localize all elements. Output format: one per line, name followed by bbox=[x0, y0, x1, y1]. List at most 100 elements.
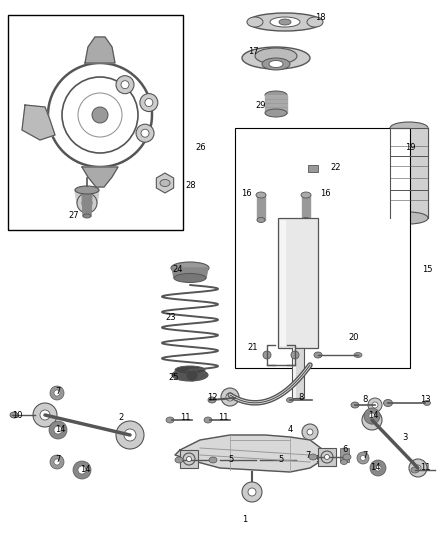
Text: 18: 18 bbox=[315, 13, 325, 22]
Circle shape bbox=[49, 421, 67, 439]
Polygon shape bbox=[257, 195, 265, 220]
Ellipse shape bbox=[172, 369, 208, 381]
Bar bbox=[308, 165, 318, 172]
Circle shape bbox=[360, 456, 365, 461]
Ellipse shape bbox=[321, 451, 333, 463]
Bar bbox=[293, 348, 296, 398]
Text: 5: 5 bbox=[228, 456, 233, 464]
Circle shape bbox=[372, 402, 378, 408]
Text: 6: 6 bbox=[342, 446, 347, 455]
Text: 14: 14 bbox=[55, 425, 66, 434]
Circle shape bbox=[77, 193, 97, 213]
Ellipse shape bbox=[204, 417, 212, 423]
Circle shape bbox=[92, 107, 108, 123]
Polygon shape bbox=[85, 37, 115, 63]
Bar bbox=[180, 450, 198, 468]
Ellipse shape bbox=[174, 273, 206, 282]
Ellipse shape bbox=[83, 214, 91, 218]
Text: 4: 4 bbox=[288, 425, 293, 434]
Text: 1: 1 bbox=[242, 515, 247, 524]
Circle shape bbox=[369, 413, 375, 419]
Polygon shape bbox=[22, 105, 55, 140]
Ellipse shape bbox=[254, 456, 262, 464]
Circle shape bbox=[186, 369, 198, 381]
Circle shape bbox=[364, 408, 380, 424]
Circle shape bbox=[263, 351, 271, 359]
Ellipse shape bbox=[302, 217, 310, 222]
Circle shape bbox=[50, 455, 64, 469]
Ellipse shape bbox=[286, 398, 293, 402]
Ellipse shape bbox=[424, 400, 431, 406]
Ellipse shape bbox=[307, 17, 323, 27]
Bar bbox=[8, 15, 183, 230]
Bar bbox=[280, 220, 286, 346]
Text: 14: 14 bbox=[370, 464, 381, 472]
Circle shape bbox=[226, 393, 234, 401]
Ellipse shape bbox=[183, 453, 195, 465]
Circle shape bbox=[291, 351, 299, 359]
Ellipse shape bbox=[257, 217, 265, 222]
Bar bbox=[318, 448, 336, 466]
Circle shape bbox=[415, 465, 421, 471]
Circle shape bbox=[302, 424, 318, 440]
Text: 28: 28 bbox=[185, 181, 196, 190]
Ellipse shape bbox=[75, 186, 99, 194]
Circle shape bbox=[357, 452, 369, 464]
Circle shape bbox=[116, 421, 144, 449]
Circle shape bbox=[368, 416, 376, 424]
Ellipse shape bbox=[254, 456, 262, 464]
Text: 24: 24 bbox=[172, 265, 183, 274]
Circle shape bbox=[50, 386, 64, 400]
Text: 26: 26 bbox=[195, 143, 205, 152]
Text: 2: 2 bbox=[118, 414, 123, 423]
Text: 22: 22 bbox=[330, 164, 340, 173]
Text: 17: 17 bbox=[248, 47, 258, 56]
Polygon shape bbox=[172, 268, 208, 278]
Ellipse shape bbox=[301, 192, 311, 198]
Bar bbox=[235, 128, 410, 368]
Text: 9: 9 bbox=[192, 456, 197, 464]
Text: 11: 11 bbox=[420, 464, 431, 472]
Ellipse shape bbox=[187, 456, 191, 462]
Circle shape bbox=[116, 76, 134, 94]
Circle shape bbox=[33, 403, 57, 427]
Circle shape bbox=[375, 465, 381, 471]
Ellipse shape bbox=[309, 454, 317, 460]
Text: 20: 20 bbox=[348, 334, 358, 343]
Ellipse shape bbox=[171, 262, 209, 274]
Ellipse shape bbox=[262, 58, 290, 70]
Polygon shape bbox=[75, 190, 99, 203]
Circle shape bbox=[242, 482, 262, 502]
Text: 16: 16 bbox=[320, 189, 331, 198]
Ellipse shape bbox=[255, 48, 297, 64]
Text: 9: 9 bbox=[315, 456, 320, 464]
Ellipse shape bbox=[242, 47, 310, 69]
Circle shape bbox=[40, 410, 50, 420]
Text: 8: 8 bbox=[298, 393, 304, 402]
Circle shape bbox=[221, 388, 239, 406]
Circle shape bbox=[54, 459, 60, 465]
Text: 14: 14 bbox=[368, 410, 378, 419]
Ellipse shape bbox=[390, 122, 428, 134]
Circle shape bbox=[141, 129, 149, 137]
Ellipse shape bbox=[325, 455, 329, 459]
Ellipse shape bbox=[270, 17, 300, 27]
Text: 19: 19 bbox=[405, 143, 416, 152]
Text: 16: 16 bbox=[241, 189, 252, 198]
Text: 23: 23 bbox=[165, 313, 176, 322]
Circle shape bbox=[140, 94, 158, 111]
Ellipse shape bbox=[208, 397, 216, 403]
Ellipse shape bbox=[351, 402, 359, 408]
Ellipse shape bbox=[265, 91, 287, 99]
Circle shape bbox=[362, 410, 382, 430]
Bar bbox=[278, 218, 318, 348]
Ellipse shape bbox=[213, 456, 223, 464]
Circle shape bbox=[78, 466, 86, 474]
Polygon shape bbox=[302, 195, 310, 220]
Text: 13: 13 bbox=[420, 395, 431, 405]
Text: 29: 29 bbox=[255, 101, 265, 109]
Circle shape bbox=[124, 429, 136, 441]
Ellipse shape bbox=[160, 180, 170, 187]
Polygon shape bbox=[390, 128, 428, 218]
Ellipse shape bbox=[279, 19, 291, 25]
